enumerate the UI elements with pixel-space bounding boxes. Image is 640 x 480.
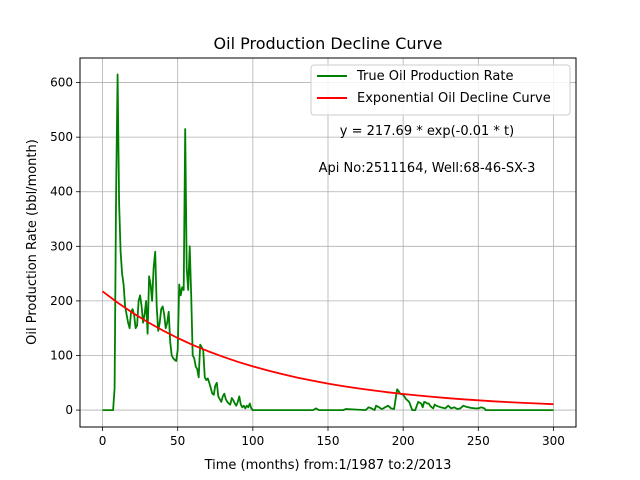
x-tick-label: 250 bbox=[467, 434, 490, 448]
exponential-decline-line bbox=[101, 290, 554, 406]
legend-label-true-oil: True Oil Production Rate bbox=[356, 69, 513, 84]
well-annotation: Api No:2511164, Well:68-46-SX-3 bbox=[319, 161, 536, 176]
x-axis-label: Time (months) from:1/1987 to:2/2013 bbox=[204, 458, 452, 473]
x-tick-label: 150 bbox=[317, 434, 340, 448]
y-tick-label: 0 bbox=[65, 403, 73, 417]
y-tick-label: 600 bbox=[50, 76, 73, 90]
y-tick-label: 300 bbox=[50, 239, 73, 253]
y-tick-label: 200 bbox=[50, 294, 73, 308]
y-tick-label: 100 bbox=[50, 348, 73, 362]
y-tick-label: 400 bbox=[50, 185, 73, 199]
true-oil-production-line bbox=[102, 73, 554, 412]
x-tick-label: 100 bbox=[241, 434, 264, 448]
x-tick-label: 50 bbox=[170, 434, 185, 448]
legend-label-exponential: Exponential Oil Decline Curve bbox=[357, 91, 551, 106]
x-tick-label: 300 bbox=[542, 434, 565, 448]
y-tick-label: 500 bbox=[50, 130, 73, 144]
chart-title: Oil Production Decline Curve bbox=[214, 34, 443, 53]
equation-annotation: y = 217.69 * exp(-0.01 * t) bbox=[340, 124, 514, 139]
x-tick-label: 0 bbox=[99, 434, 107, 448]
plot-area bbox=[101, 73, 554, 412]
legend: True Oil Production Rate Exponential Oil… bbox=[310, 64, 571, 116]
axis-ticks: 0 50 100 150 200 250 300 0 100 200 300 400 500 600 bbox=[50, 76, 565, 448]
x-tick-label: 200 bbox=[392, 434, 415, 448]
legend-box bbox=[310, 64, 571, 116]
y-axis-label: Oil Production Rate (bbl/month) bbox=[25, 139, 40, 345]
